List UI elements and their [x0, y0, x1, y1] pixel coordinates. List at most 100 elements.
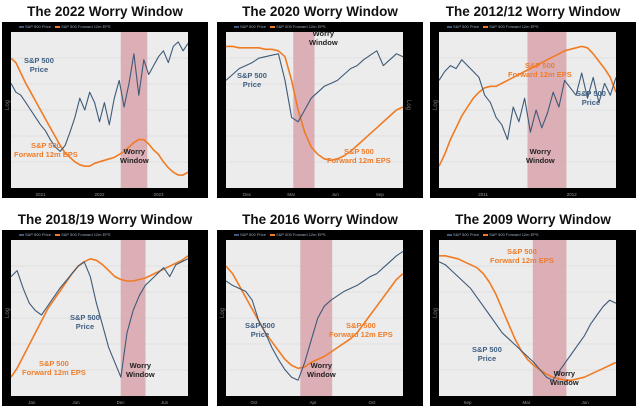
price-annotation: S&P 500 Price	[245, 321, 275, 339]
y-axis-label: Log	[220, 307, 227, 319]
chart-svg	[11, 240, 188, 396]
plot-area	[439, 240, 616, 396]
eps-annotation: S&P 500 Forward 12m EPS	[490, 247, 554, 265]
legend-price: S&P 500 Price	[453, 24, 479, 29]
eps-annotation: S&P 500 Forward 12m EPS	[327, 147, 391, 165]
legend-price: S&P 500 Price	[25, 232, 51, 237]
eps-line	[439, 255, 616, 381]
chart-panel-2009: The 2009 Worry Window S&P 500 Price S&P …	[430, 210, 636, 410]
x-tick-label: Jun	[160, 400, 169, 405]
y-axis-label: Log	[405, 99, 412, 111]
chart-svg	[439, 240, 616, 396]
x-tick-label: 2023	[153, 192, 164, 197]
eps-line	[11, 57, 188, 176]
x-tick-label: Oct	[250, 400, 258, 405]
chart-title: The 2020 Worry Window	[242, 4, 398, 19]
price-line	[226, 50, 403, 123]
price-line	[439, 59, 616, 141]
worry-annotation: Worry Window	[526, 147, 555, 165]
x-tick-label: 2011	[478, 192, 488, 197]
eps-annotation: S&P 500 Forward 12m EPS	[14, 141, 78, 159]
legend-eps: S&P 500 Forward 12m EPS	[61, 232, 111, 237]
plot-area	[11, 32, 188, 188]
chart-frame: S&P 500 Price S&P 500 Forward 12m EPS Lo…	[217, 22, 423, 198]
chart-panel-2016: The 2016 Worry Window S&P 500 Price S&P …	[217, 210, 423, 410]
worry-window-band	[532, 240, 567, 396]
y-axis-label: Log	[433, 99, 440, 111]
plot-area	[226, 240, 403, 396]
price-annotation: S&P 500 Price	[237, 71, 267, 89]
worry-window-band	[293, 32, 315, 188]
x-tick-label: Jun	[331, 192, 339, 197]
chart-title: The 2022 Worry Window	[27, 4, 183, 19]
price-annotation: S&P 500 Price	[24, 56, 54, 74]
chart-svg	[226, 240, 403, 396]
eps-annotation: S&P 500 Forward 12m EPS	[329, 321, 393, 339]
legend-eps: S&P 500 Forward 12m EPS	[276, 232, 326, 237]
eps-line	[11, 255, 188, 378]
chart-title: The 2012/12 Worry Window	[445, 4, 621, 19]
x-tick-label: 2012	[566, 192, 577, 197]
worry-annotation: Worry Window	[550, 369, 579, 387]
chart-svg	[439, 32, 616, 188]
chart-svg	[226, 32, 403, 188]
chart-legend: S&P 500 Price S&P 500 Forward 12m EPS	[444, 231, 539, 239]
worry-annotation: Worry Window	[309, 29, 338, 47]
x-tick-label: Jan	[28, 400, 36, 405]
eps-annotation: S&P 500 Forward 12m EPS	[22, 359, 86, 377]
price-line	[226, 250, 403, 381]
x-tick-label: Oct	[368, 400, 376, 405]
legend-price: S&P 500 Price	[240, 232, 266, 237]
price-annotation: S&P 500 Price	[70, 313, 100, 331]
x-tick-label: 2021	[35, 192, 46, 197]
legend-price: S&P 500 Price	[240, 24, 266, 29]
worry-annotation: Worry Window	[307, 361, 336, 379]
plot-area	[11, 240, 188, 396]
eps-annotation: S&P 500 Forward 12m EPS	[508, 61, 572, 79]
chart-title: The 2016 Worry Window	[242, 212, 398, 227]
chart-panel-2018-19: The 2018/19 Worry Window S&P 500 Price S…	[2, 210, 208, 410]
chart-legend: S&P 500 Price S&P 500 Forward 12m EPS	[16, 231, 111, 239]
legend-eps: S&P 500 Forward 12m EPS	[489, 232, 539, 237]
worry-annotation: Worry Window	[120, 147, 149, 165]
worry-window-band	[300, 240, 333, 396]
plot-area	[226, 32, 403, 188]
legend-price: S&P 500 Price	[453, 232, 479, 237]
chart-legend: S&P 500 Price S&P 500 Forward 12m EPS	[444, 23, 539, 31]
x-tick-label: Apr	[309, 400, 317, 405]
chart-frame: S&P 500 Price S&P 500 Forward 12m EPS Lo…	[2, 22, 208, 198]
price-annotation: S&P 500 Price	[472, 345, 502, 363]
chart-legend: S&P 500 Price S&P 500 Forward 12m EPS	[231, 23, 326, 31]
worry-window-band	[120, 240, 146, 396]
x-tick-label: Sep	[375, 192, 384, 197]
x-tick-label: Mar	[287, 192, 296, 197]
chart-frame: S&P 500 Price S&P 500 Forward 12m EPS Lo…	[430, 230, 636, 406]
chart-svg	[11, 32, 188, 188]
x-tick-label: Dec	[116, 400, 125, 405]
chart-panel-2012: The 2012/12 Worry Window S&P 500 Price S…	[430, 2, 636, 202]
legend-eps: S&P 500 Forward 12m EPS	[61, 24, 111, 29]
chart-title: The 2018/19 Worry Window	[17, 212, 193, 227]
eps-line	[226, 265, 403, 370]
x-tick-label: Dec	[243, 192, 252, 197]
x-tick-label: Jun	[72, 400, 80, 405]
price-line	[439, 261, 616, 381]
chart-legend: S&P 500 Price S&P 500 Forward 12m EPS	[231, 231, 326, 239]
chart-frame: S&P 500 Price S&P 500 Forward 12m EPS Lo…	[217, 230, 423, 406]
chart-panel-2022: The 2022 Worry Window S&P 500 Price S&P …	[2, 2, 208, 202]
x-tick-label: Mar	[522, 400, 531, 405]
chart-frame: S&P 500 Price S&P 500 Forward 12m EPS Lo…	[430, 22, 636, 198]
x-tick-label: Jun	[581, 400, 589, 405]
chart-frame: S&P 500 Price S&P 500 Forward 12m EPS Lo…	[2, 230, 208, 406]
legend-price: S&P 500 Price	[25, 24, 51, 29]
worry-window-band	[527, 32, 567, 188]
chart-legend: S&P 500 Price S&P 500 Forward 12m EPS	[16, 23, 111, 31]
price-annotation: S&P 500 Price	[576, 89, 606, 107]
worry-annotation: Worry Window	[126, 361, 155, 379]
x-tick-label: Sep	[463, 400, 472, 405]
plot-area	[439, 32, 616, 188]
price-line	[11, 258, 188, 378]
chart-title: The 2009 Worry Window	[455, 212, 611, 227]
legend-eps: S&P 500 Forward 12m EPS	[276, 24, 326, 29]
y-axis-label: Log	[5, 307, 12, 319]
